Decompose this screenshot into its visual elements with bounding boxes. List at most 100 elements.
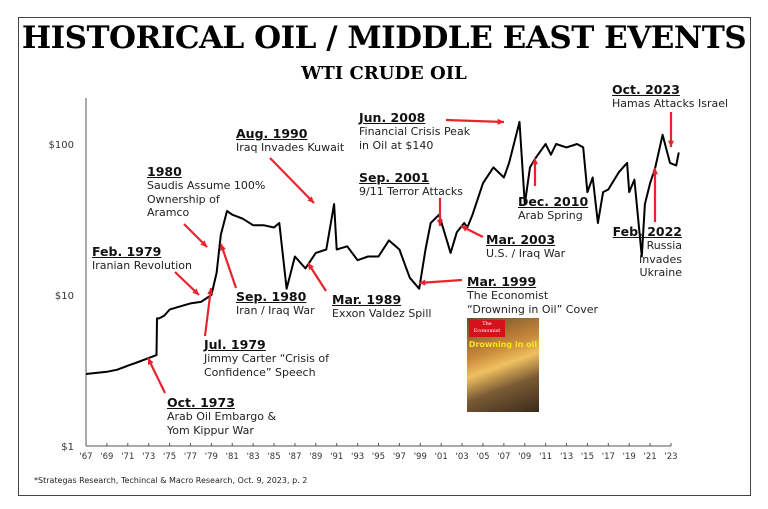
annotation: Sep. 1980 Iran / Iraq War xyxy=(236,289,315,318)
annotation-text: Saudis Assume 100% xyxy=(147,179,266,192)
annotation: Oct. 2023 Hamas Attacks Israel xyxy=(612,82,728,111)
annotation: Sep. 2001 9/11 Terror Attacks xyxy=(359,170,463,199)
annotation: Jul. 1979 Jimmy Carter “Crisis of Confiden… xyxy=(204,337,329,379)
annotation: Jun. 2008 Financial Crisis Peak in Oil at … xyxy=(359,110,470,152)
x-tick-label: '67 xyxy=(79,452,92,462)
x-tick-label: '21 xyxy=(644,452,657,462)
annotation-date: Aug. 1990 xyxy=(236,126,308,141)
arrowhead-icon xyxy=(461,226,468,232)
annotation-date: 1980 xyxy=(147,164,182,179)
annotation-text: Yom Kippur War xyxy=(167,423,254,437)
annotation-arrow xyxy=(269,157,315,204)
arrowhead-icon xyxy=(651,168,659,175)
annotation-date: Feb. 1979 xyxy=(92,244,162,259)
x-tick-label: '11 xyxy=(539,452,552,462)
annotation: Dec. 2010 Arab Spring xyxy=(518,194,588,223)
x-tick-label: '97 xyxy=(393,452,406,462)
annotation-text: U.S. / Iraq War xyxy=(486,247,566,260)
economist-cover-image: The Economist Drowning in oil xyxy=(467,318,539,412)
x-tick-label: '77 xyxy=(184,452,197,462)
annotation-text: The Economist xyxy=(467,289,549,302)
annotation-date: Mar. 1989 xyxy=(332,292,402,307)
x-tick-label: '85 xyxy=(267,452,280,462)
annotation: Mar. 1999 The Economist “Drowning in Oil” … xyxy=(467,274,598,316)
x-tick-label: '91 xyxy=(330,452,343,462)
annotation-arrow xyxy=(445,118,505,124)
annotation-arrow xyxy=(418,278,463,285)
arrowhead-icon xyxy=(497,118,504,125)
chart-subtitle: WTI CRUDE OIL xyxy=(301,63,467,84)
annotation-text: Exxon Valdez Spill xyxy=(332,307,432,320)
annotation-date: Sep. 2001 xyxy=(359,170,430,185)
arrowhead-icon xyxy=(192,288,199,295)
annotation-date: Dec. 2010 xyxy=(518,194,589,209)
annotation-text: “Drowning in Oil” Cover xyxy=(467,302,599,316)
annotation: 1980 Saudis Assume 100% Ownership of Aramco xyxy=(147,164,265,220)
chart-title: HISTORICAL OIL / MIDDLE EAST EVENTS xyxy=(21,20,747,56)
cover-headline: Drowning in oil xyxy=(468,340,538,349)
x-tick-label: '75 xyxy=(163,452,176,462)
annotation-arrow xyxy=(203,287,213,337)
arrowhead-icon xyxy=(419,279,426,286)
annotation-text: Invades xyxy=(639,252,682,266)
annotation-text: Arab Oil Embargo & xyxy=(167,410,277,423)
annotation-text: in Oil at $140 xyxy=(359,138,434,152)
annotation-date: Mar. 2003 xyxy=(486,232,556,247)
annotation-date: Oct. 2023 xyxy=(612,82,680,97)
annotation-text: Arab Spring xyxy=(518,209,583,222)
x-tick-label: '83 xyxy=(247,452,260,462)
arrowhead-icon xyxy=(307,196,314,203)
arrowhead-icon xyxy=(667,140,675,147)
x-tick-label: '81 xyxy=(226,452,239,462)
chart-frame xyxy=(18,17,751,496)
x-tick-label: '93 xyxy=(351,452,364,462)
arrowhead-icon xyxy=(200,240,207,247)
wti-price-line xyxy=(85,120,680,375)
annotation-date: Feb. 2022 xyxy=(612,224,682,239)
arrowhead-icon xyxy=(436,219,444,226)
x-tick-label: '95 xyxy=(372,452,385,462)
annotation-text: Iranian Revolution xyxy=(92,259,192,272)
annotation: Aug. 1990 Iraq Invades Kuwait xyxy=(236,126,344,155)
x-tick-label: '69 xyxy=(100,452,113,462)
x-tick-label: '07 xyxy=(497,452,510,462)
annotation-text: Iraq Invades Kuwait xyxy=(236,141,345,154)
annotation-text: Confidence” Speech xyxy=(204,365,316,379)
annotation-date: Sep. 1980 xyxy=(236,289,307,304)
annotation-date: Oct. 1973 xyxy=(167,395,235,410)
x-tick-label: '89 xyxy=(309,452,322,462)
annotation: Mar. 2003 U.S. / Iraq War xyxy=(486,232,565,261)
annotation: Feb. 2022 Russia Invades Ukraine xyxy=(605,224,682,280)
arrowhead-icon xyxy=(220,244,226,251)
y-tick-label: $1 xyxy=(61,442,74,453)
annotation-date: Jul. 1979 xyxy=(204,337,266,352)
x-tick-label: '01 xyxy=(435,452,448,462)
x-tick-label: '99 xyxy=(414,452,427,462)
arrowhead-icon xyxy=(531,158,539,165)
annotation-text: Ownership of xyxy=(147,192,220,206)
x-tick-label: '19 xyxy=(623,452,636,462)
x-tick-label: '71 xyxy=(121,452,134,462)
arrowhead-icon xyxy=(207,288,214,295)
y-tick-label: $100 xyxy=(49,140,74,151)
x-tick-label: '13 xyxy=(560,452,573,462)
x-tick-label: '05 xyxy=(476,452,489,462)
x-tick-label: '17 xyxy=(602,452,615,462)
arrowhead-icon xyxy=(148,358,154,365)
footnote: *Strategas Research, Techincal & Macro R… xyxy=(34,476,308,485)
annotation: Feb. 1979 Iranian Revolution xyxy=(92,244,192,273)
annotation-text: Financial Crisis Peak xyxy=(359,125,471,138)
annotation-text: Hamas Attacks Israel xyxy=(612,97,729,110)
annotation: Mar. 1989 Exxon Valdez Spill xyxy=(332,292,431,321)
annotation-text: Jimmy Carter “Crisis of xyxy=(204,352,329,365)
annotation-date: Jun. 2008 xyxy=(359,110,426,125)
cover-masthead: The Economist xyxy=(469,320,505,337)
x-tick-label: '87 xyxy=(288,452,301,462)
annotation: Oct. 1973 Arab Oil Embargo & Yom Kippur Wa… xyxy=(167,395,276,437)
annotation-text: Russia xyxy=(646,239,682,252)
annotation-date: Mar. 1999 xyxy=(467,274,537,289)
x-tick-label: '23 xyxy=(664,452,677,462)
x-tick-label: '15 xyxy=(581,452,594,462)
annotation-text: Aramco xyxy=(147,206,190,219)
